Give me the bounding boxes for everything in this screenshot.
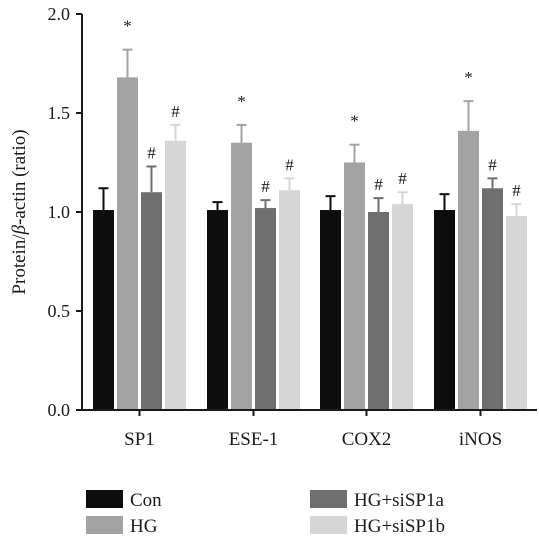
bar: [255, 208, 276, 410]
significance-marker: *: [464, 68, 473, 87]
bar: [279, 190, 300, 410]
legend-label: HG+siSP1a: [354, 490, 444, 511]
significance-marker: *: [123, 17, 132, 36]
significance-marker: #: [488, 155, 497, 174]
bar: [165, 140, 186, 410]
legend-swatch: [86, 516, 123, 534]
y-tick-label: 1.5: [48, 103, 71, 123]
bar: [506, 215, 527, 410]
bar: [320, 210, 341, 410]
x-tick-label: SP1: [124, 429, 155, 450]
legend-label: Con: [130, 490, 162, 511]
significance-marker: #: [398, 169, 407, 188]
bar: [434, 210, 455, 410]
legend-swatch: [86, 490, 123, 508]
bars: * # # * # # * # # * # #: [93, 17, 527, 411]
bar: [117, 77, 138, 411]
legend-swatch: [310, 516, 347, 534]
x-tick-label: COX2: [342, 429, 392, 450]
significance-marker: #: [512, 181, 521, 200]
significance-marker: #: [285, 155, 294, 174]
y-tick-label: 0.0: [48, 400, 71, 420]
bar: [344, 162, 365, 410]
bar: [207, 210, 228, 410]
bar: [141, 192, 162, 410]
legend-label: HG: [130, 516, 158, 537]
y-tick-label: 2.0: [48, 4, 71, 24]
significance-marker: *: [350, 112, 359, 131]
bar: [392, 204, 413, 410]
significance-marker: #: [261, 177, 270, 196]
bar: [93, 210, 114, 410]
bar: [458, 130, 479, 410]
y-tick-label: 0.5: [48, 301, 71, 321]
y-axis: 0.0 0.5 1.0 1.5 2.0: [48, 4, 83, 420]
bar: [231, 142, 252, 410]
significance-marker: #: [147, 143, 156, 162]
x-tick-label: iNOS: [459, 429, 502, 450]
significance-marker: #: [374, 175, 383, 194]
x-tick-label: ESE-1: [229, 429, 279, 450]
y-axis-label: Protein/β-actin (ratio): [9, 129, 30, 294]
bar: [482, 188, 503, 410]
bar: [368, 212, 389, 410]
significance-marker: #: [171, 102, 180, 121]
legend-swatch: [310, 490, 347, 508]
legend: Con HG HG+siSP1a HG+siSP1b: [86, 490, 445, 537]
significance-marker: *: [237, 92, 246, 111]
legend-label: HG+siSP1b: [354, 516, 445, 537]
x-axis: SP1 ESE-1 COX2 iNOS: [82, 409, 537, 450]
y-tick-label: 1.0: [48, 202, 71, 222]
